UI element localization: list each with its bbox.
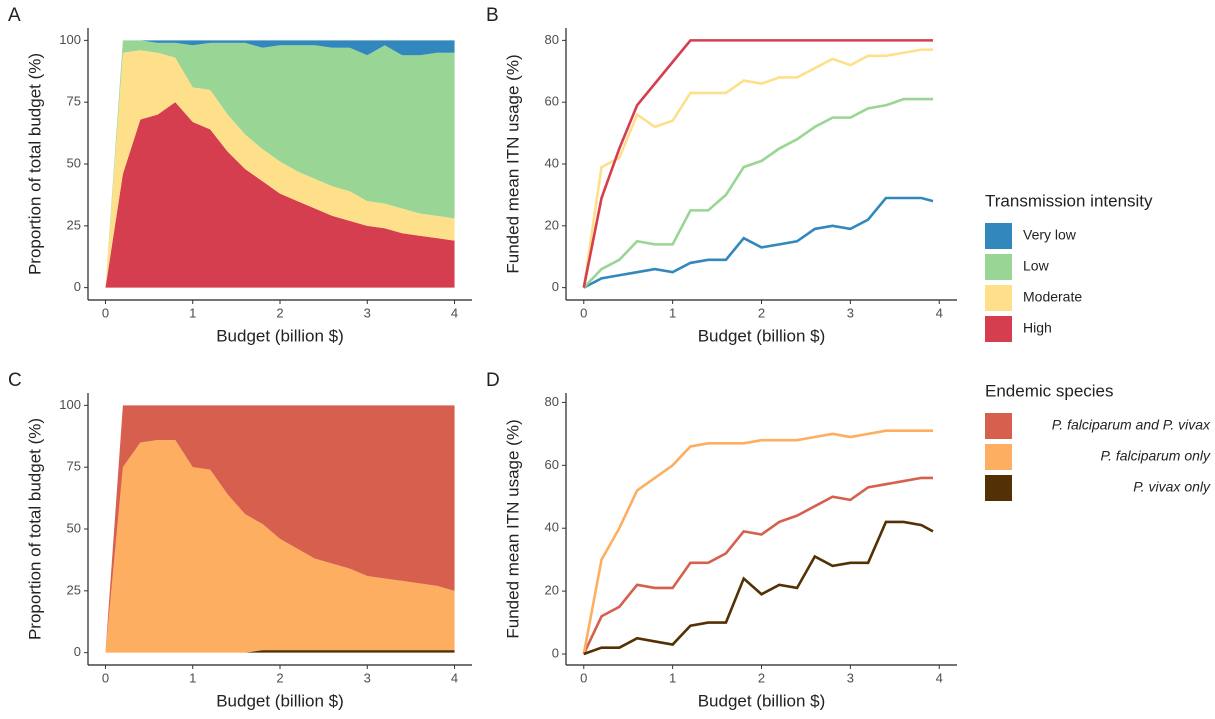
x-tick-label: 2 <box>276 305 283 320</box>
x-tick-label: 1 <box>669 305 676 320</box>
x-axis-title: Budget (billion $) <box>698 326 826 345</box>
x-axis-title: Budget (billion $) <box>216 326 344 345</box>
line <box>582 97 934 289</box>
y-tick-label: 40 <box>545 155 559 170</box>
panel-label: C <box>8 370 22 391</box>
legend-key <box>985 254 1012 280</box>
x-tick-label: 2 <box>758 305 765 320</box>
y-tick-label: 20 <box>545 217 559 232</box>
x-tick-label: 2 <box>276 670 283 685</box>
y-tick-label: 50 <box>67 520 81 535</box>
y-tick-label: 75 <box>67 94 81 109</box>
x-tick-label: 0 <box>102 305 109 320</box>
legend-key <box>985 316 1012 342</box>
y-tick-label: 0 <box>74 279 81 294</box>
y-tick-label: 80 <box>545 32 559 47</box>
y-tick-label: 75 <box>67 459 81 474</box>
line <box>582 476 934 655</box>
y-tick-label: 20 <box>545 583 559 598</box>
y-tick-label: 25 <box>67 582 81 597</box>
area <box>105 405 455 653</box>
legend-key <box>985 475 1012 501</box>
legend-label: Moderate <box>1023 289 1082 305</box>
x-tick-label: 0 <box>580 305 587 320</box>
line <box>582 39 934 288</box>
x-tick-label: 3 <box>847 305 854 320</box>
line <box>583 196 934 289</box>
y-tick-label: 0 <box>552 645 559 660</box>
x-tick-label: 3 <box>364 305 371 320</box>
x-tick-label: 4 <box>451 670 458 685</box>
line <box>582 429 934 655</box>
legend-key <box>985 285 1012 311</box>
legend-label: P. falciparum and P. vivax <box>1052 417 1211 433</box>
x-axis-title: Budget (billion $) <box>216 691 344 710</box>
legend-key <box>985 444 1012 470</box>
y-axis-title: Funded mean ITN usage (%) <box>503 419 522 638</box>
x-tick-label: 4 <box>451 305 458 320</box>
panel-label: B <box>486 5 499 26</box>
x-tick-label: 1 <box>189 305 196 320</box>
area <box>105 439 455 653</box>
x-tick-label: 3 <box>364 670 371 685</box>
x-tick-label: 0 <box>580 670 587 685</box>
y-tick-label: 0 <box>74 644 81 659</box>
x-tick-label: 1 <box>189 670 196 685</box>
y-tick-label: 25 <box>67 217 81 232</box>
y-axis-title: Funded mean ITN usage (%) <box>503 54 522 273</box>
legend-label: P. vivax only <box>1133 479 1211 495</box>
x-tick-label: 4 <box>936 305 943 320</box>
x-tick-label: 3 <box>847 670 854 685</box>
area <box>105 102 455 288</box>
legend-key <box>985 223 1012 249</box>
panel-label: A <box>8 5 21 26</box>
legend-key <box>985 413 1012 439</box>
y-tick-label: 100 <box>59 32 81 47</box>
x-tick-label: 0 <box>102 670 109 685</box>
y-axis-title: Proportion of total budget (%) <box>25 53 44 275</box>
y-axis-title: Proportion of total budget (%) <box>25 418 44 640</box>
legend-label: Low <box>1023 258 1050 274</box>
y-tick-label: 100 <box>59 397 81 412</box>
area <box>105 40 455 288</box>
line <box>583 520 934 656</box>
line <box>582 48 934 288</box>
x-axis-title: Budget (billion $) <box>698 691 826 710</box>
y-tick-label: 40 <box>545 520 559 535</box>
x-tick-label: 4 <box>936 670 943 685</box>
y-tick-label: 60 <box>545 94 559 109</box>
legend-label: High <box>1023 320 1052 336</box>
area <box>105 650 455 653</box>
y-tick-label: 80 <box>545 394 559 409</box>
area <box>105 50 455 288</box>
y-tick-label: 60 <box>545 457 559 472</box>
legend-label: Very low <box>1023 227 1077 243</box>
legend-title: Transmission intensity <box>985 191 1153 210</box>
panel-label: D <box>486 370 500 391</box>
legend-label: P. falciparum only <box>1101 448 1211 464</box>
y-tick-label: 50 <box>67 155 81 170</box>
x-tick-label: 1 <box>669 670 676 685</box>
x-tick-label: 2 <box>758 670 765 685</box>
legend-title: Endemic species <box>985 381 1114 400</box>
y-tick-label: 0 <box>552 279 559 294</box>
